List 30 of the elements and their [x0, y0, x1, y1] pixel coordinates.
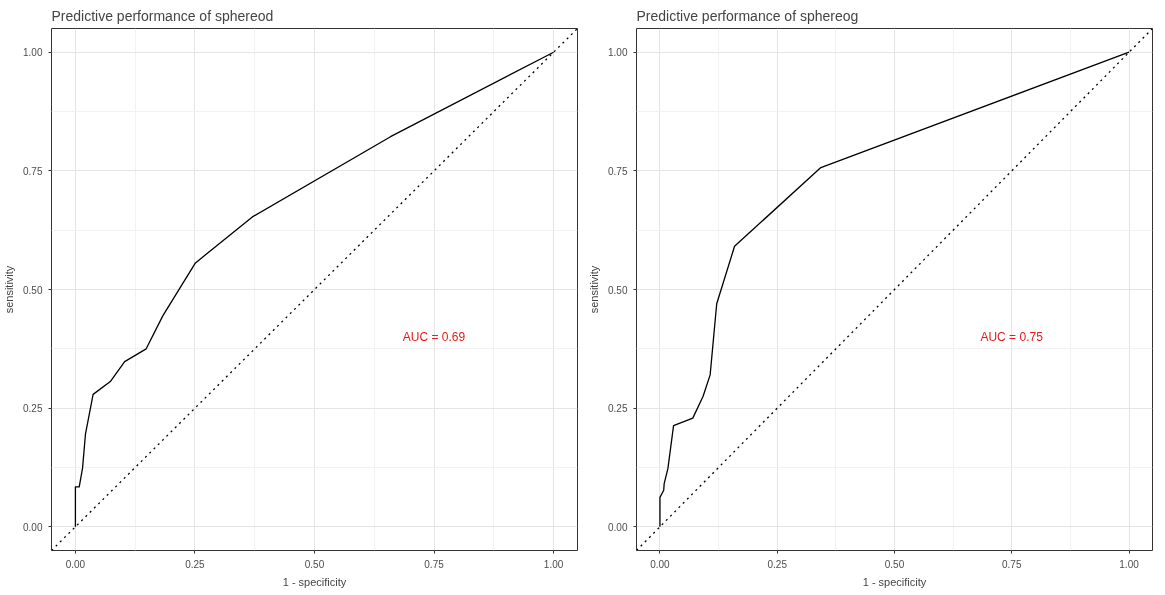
y-tick-label: 1.00	[23, 47, 43, 59]
y-tick-label: 1.00	[608, 47, 628, 59]
x-tick-label: 0.25	[185, 558, 206, 570]
y-tick-label: 0.25	[23, 403, 43, 415]
y-tick-label: 0.00	[608, 521, 628, 533]
x-axis-title: 1 - specificity	[282, 575, 347, 588]
chart-title: Predictive performance of sphereod	[51, 7, 274, 24]
x-tick-label: 0.75	[424, 558, 445, 570]
y-tick-label: 0.25	[608, 403, 628, 415]
x-tick-label: 1.00	[1119, 558, 1140, 570]
chart-title: Predictive performance of sphereog	[636, 7, 859, 24]
x-tick-label: 0.50	[304, 558, 325, 570]
x-tick-label: 0.00	[65, 558, 86, 570]
y-tick-label: 0.50	[608, 284, 628, 296]
annotation: AUC = 0.69	[402, 330, 466, 344]
y-axis-title: sensitivity	[588, 265, 601, 314]
annotation: AUC = 0.75	[980, 330, 1044, 344]
y-axis-title: sensitivity	[3, 265, 16, 314]
x-tick-label: 1.00	[543, 558, 564, 570]
x-tick-label: 0.50	[884, 558, 905, 570]
line-series	[659, 51, 1130, 528]
x-tick-label: 0.25	[767, 558, 788, 570]
x-axis-title: 1 - specificity	[862, 575, 927, 588]
line-series	[74, 51, 555, 528]
x-tick-label: 0.00	[650, 558, 671, 570]
y-tick-label: 0.75	[23, 165, 43, 177]
x-tick-label: 0.75	[1002, 558, 1022, 570]
y-tick-label: 0.75	[608, 165, 628, 177]
y-tick-label: 0.50	[23, 284, 43, 296]
y-tick-label: 0.00	[23, 521, 43, 533]
